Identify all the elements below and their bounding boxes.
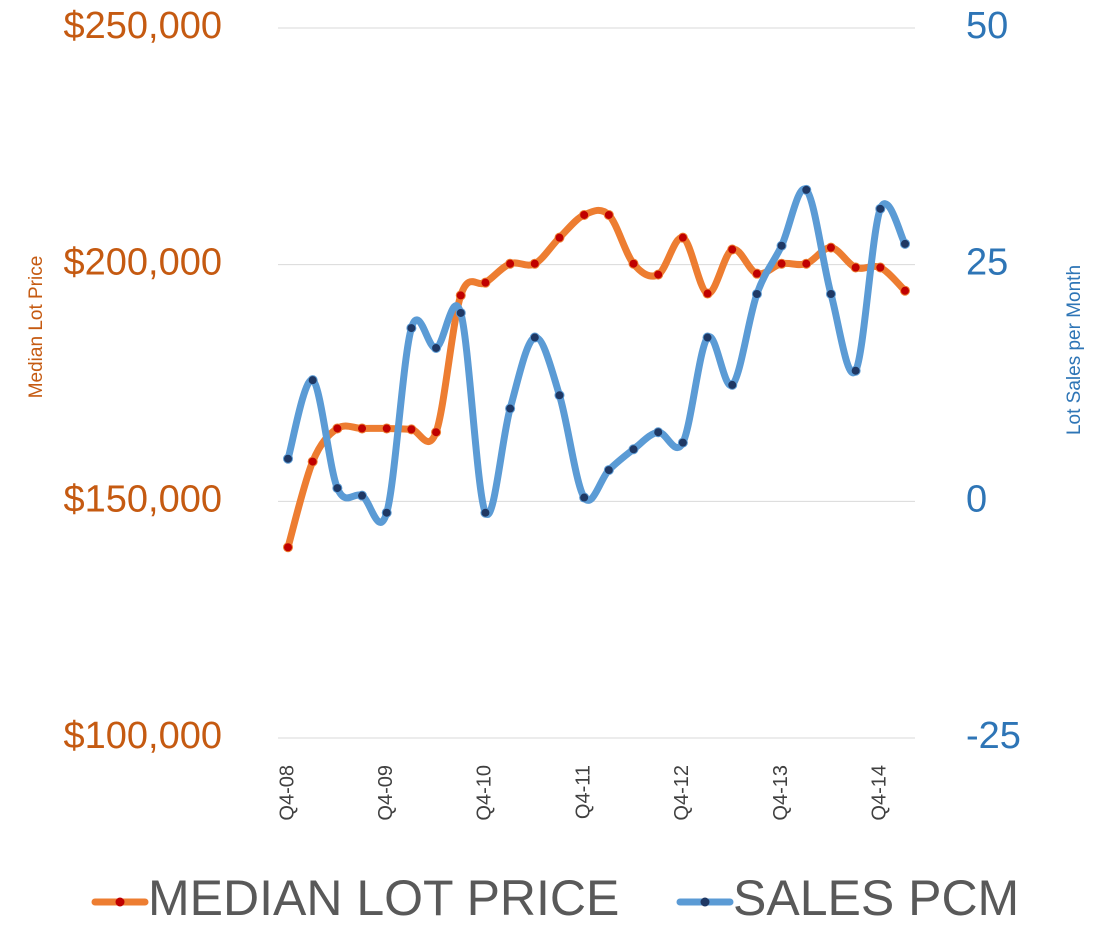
marker	[480, 507, 491, 518]
marker	[702, 288, 713, 299]
marker	[850, 262, 861, 273]
y2-tick-label: 0	[966, 478, 987, 520]
marker	[406, 323, 417, 334]
x-tick-label: Q4-12	[671, 765, 693, 821]
marker	[307, 456, 318, 467]
legend-label: MEDIAN LOT PRICE	[148, 870, 619, 926]
x-tick-label: Q4-13	[770, 765, 792, 821]
marker	[357, 490, 368, 501]
marker	[431, 427, 442, 438]
marker	[677, 232, 688, 243]
marker	[332, 483, 343, 494]
legend-marker	[115, 897, 125, 907]
x-tick-label: Q4-08	[276, 765, 298, 821]
marker	[653, 269, 664, 280]
marker	[381, 507, 392, 518]
marker	[801, 258, 812, 269]
marker	[357, 423, 368, 434]
y-axis-title: Median Lot Price	[26, 256, 47, 399]
marker	[776, 258, 787, 269]
marker	[307, 375, 318, 386]
marker	[381, 423, 392, 434]
marker	[727, 379, 738, 390]
marker	[431, 342, 442, 353]
marker	[776, 240, 787, 251]
marker	[505, 403, 516, 414]
marker	[332, 423, 343, 434]
marker	[554, 390, 565, 401]
marker	[628, 444, 639, 455]
marker	[455, 290, 466, 301]
marker	[554, 232, 565, 243]
marker	[529, 258, 540, 269]
marker	[455, 307, 466, 318]
marker	[603, 465, 614, 476]
series-line	[284, 185, 909, 526]
marker	[529, 332, 540, 343]
marker	[579, 209, 590, 220]
y-tick-label: $200,000	[64, 242, 223, 284]
marker	[283, 453, 293, 464]
y2-tick-label: 25	[966, 242, 1008, 284]
marker	[677, 437, 688, 448]
marker	[900, 238, 910, 249]
y-tick-label: $100,000	[64, 715, 223, 757]
marker	[579, 492, 590, 503]
marker	[825, 289, 836, 300]
marker	[727, 244, 738, 255]
marker	[875, 203, 886, 214]
y-tick-label: $150,000	[64, 478, 223, 520]
y2-tick-label: 50	[966, 5, 1008, 47]
marker	[825, 242, 836, 253]
y-tick-label: $250,000	[64, 5, 223, 47]
marker	[603, 209, 614, 220]
x-tick-label: Q4-14	[869, 765, 891, 821]
marker	[283, 542, 293, 553]
x-tick-label: Q4-10	[474, 765, 496, 821]
marker	[702, 332, 713, 343]
marker	[751, 289, 762, 300]
marker	[875, 262, 886, 273]
y2-tick-label: -25	[966, 715, 1021, 757]
marker	[801, 184, 812, 195]
marker	[653, 427, 664, 438]
x-tick-label: Q4-11	[572, 765, 594, 819]
marker	[751, 268, 762, 279]
marker	[406, 424, 417, 435]
marker	[480, 277, 491, 288]
y2-axis-title: Lot Sales per Month	[1064, 265, 1085, 435]
marker	[628, 258, 639, 269]
legend-label: SALES PCM	[733, 870, 1019, 926]
marker	[850, 365, 861, 376]
x-tick-label: Q4-09	[375, 765, 397, 821]
marker	[505, 258, 516, 269]
marker	[900, 285, 910, 296]
legend-marker	[700, 897, 710, 907]
